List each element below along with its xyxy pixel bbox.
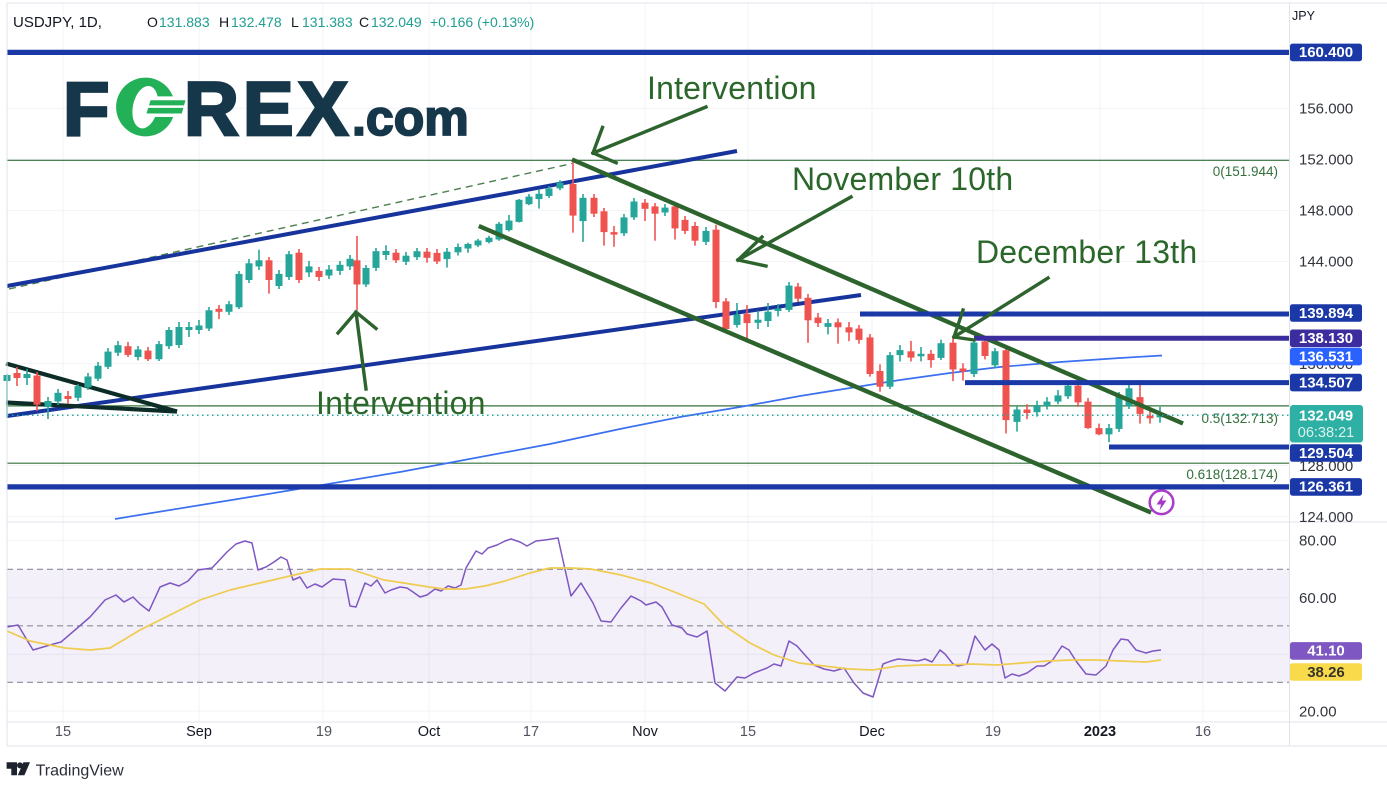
svg-text:129.504: 129.504 <box>1299 445 1354 462</box>
svg-text:41.10: 41.10 <box>1307 643 1345 660</box>
svg-text:15: 15 <box>740 724 756 740</box>
svg-text:17: 17 <box>523 724 539 740</box>
svg-text:124.000: 124.000 <box>1299 509 1353 526</box>
svg-text:.com: .com <box>352 90 469 146</box>
svg-text:November 10th: November 10th <box>792 161 1013 197</box>
svg-text:80.00: 80.00 <box>1299 533 1337 550</box>
svg-text:132.049: 132.049 <box>1299 408 1353 425</box>
svg-text:131.883: 131.883 <box>159 14 210 30</box>
svg-text:Sep: Sep <box>186 724 212 740</box>
svg-text:16: 16 <box>1195 724 1211 740</box>
svg-text:L: L <box>291 14 299 30</box>
svg-text:Intervention: Intervention <box>316 385 486 421</box>
svg-text:0.618(128.174): 0.618(128.174) <box>1186 467 1278 482</box>
svg-text:Dec: Dec <box>859 724 885 740</box>
svg-text:JPY: JPY <box>1292 9 1316 23</box>
svg-text:152.000: 152.000 <box>1299 152 1353 169</box>
svg-text:148.000: 148.000 <box>1299 203 1353 220</box>
svg-text:144.000: 144.000 <box>1299 254 1353 271</box>
svg-text:132.049: 132.049 <box>371 14 422 30</box>
svg-text:139.894: 139.894 <box>1299 305 1354 322</box>
svg-text:December 13th: December 13th <box>976 234 1197 270</box>
svg-text:06:38:21: 06:38:21 <box>1298 425 1354 441</box>
svg-text:156.000: 156.000 <box>1299 101 1353 118</box>
svg-text:128.000: 128.000 <box>1299 458 1353 475</box>
svg-text:F: F <box>63 67 109 152</box>
svg-text:Oct: Oct <box>418 724 441 740</box>
svg-text:132.478: 132.478 <box>231 14 282 30</box>
svg-text:O: O <box>147 14 158 30</box>
svg-text:126.361: 126.361 <box>1299 479 1353 496</box>
svg-text:0.5(132.713): 0.5(132.713) <box>1201 411 1278 426</box>
svg-text:TradingView: TradingView <box>36 763 124 780</box>
svg-text:20.00: 20.00 <box>1299 703 1337 720</box>
svg-text:H: H <box>219 14 229 30</box>
svg-text:138.130: 138.130 <box>1299 330 1353 347</box>
svg-text:USDJPY, 1D,: USDJPY, 1D, <box>13 14 102 31</box>
svg-text:+0.166 (+0.13%): +0.166 (+0.13%) <box>430 14 534 30</box>
svg-text:160.400: 160.400 <box>1299 44 1353 61</box>
svg-text:Intervention: Intervention <box>647 70 817 106</box>
svg-text:2023: 2023 <box>1084 724 1116 740</box>
svg-text:Nov: Nov <box>632 724 659 740</box>
svg-text:131.383: 131.383 <box>302 14 353 30</box>
svg-text:19: 19 <box>985 724 1001 740</box>
svg-text:REX: REX <box>184 67 352 152</box>
svg-text:15: 15 <box>55 724 71 740</box>
svg-text:C: C <box>359 14 369 30</box>
svg-text:38.26: 38.26 <box>1307 664 1345 681</box>
svg-text:136.531: 136.531 <box>1299 348 1353 365</box>
svg-text:134.507: 134.507 <box>1299 374 1353 391</box>
svg-text:19: 19 <box>316 724 332 740</box>
svg-text:0(151.944): 0(151.944) <box>1213 164 1278 179</box>
svg-text:60.00: 60.00 <box>1299 590 1337 607</box>
